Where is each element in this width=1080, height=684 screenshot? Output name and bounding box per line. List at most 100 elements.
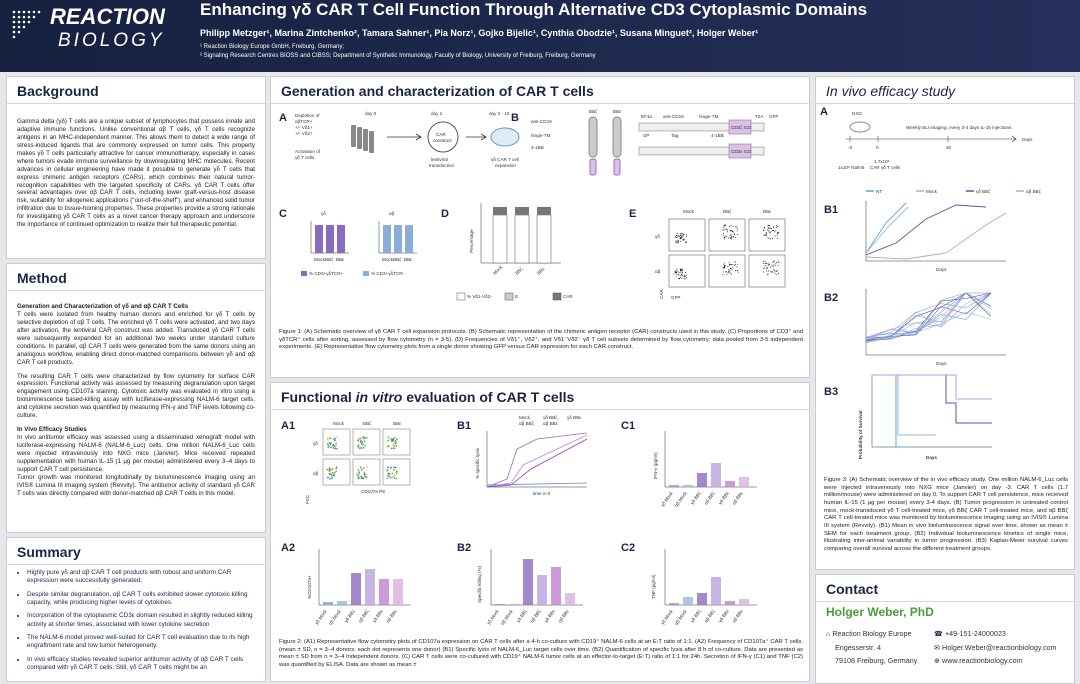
line-illustration xyxy=(865,204,987,256)
bar-illustration xyxy=(523,559,533,605)
figure-label: Activation of xyxy=(295,149,321,154)
logo-dot xyxy=(12,25,16,29)
email-text[interactable]: Holger.Weber@reactionbiology.com xyxy=(942,642,1057,652)
flow-dot xyxy=(358,472,361,474)
web-text[interactable]: www.reactionbiology.com xyxy=(942,656,1023,666)
flow-dot xyxy=(768,227,770,229)
logo-dot xyxy=(27,15,31,19)
flow-dot xyxy=(723,225,725,227)
flow-dot xyxy=(329,444,332,446)
caption: Figure 2: (A1) Representative flow cytom… xyxy=(279,639,803,669)
line-illustration xyxy=(486,438,588,488)
legend-swatch xyxy=(301,271,307,276)
flow-dot xyxy=(768,270,770,272)
flow-dot xyxy=(733,231,735,233)
flow-dot xyxy=(729,238,731,240)
flow-dot xyxy=(387,473,390,475)
flow-dot xyxy=(736,230,738,232)
flow-plot xyxy=(668,218,706,252)
flow-dot xyxy=(773,260,775,262)
flow-dot xyxy=(767,237,769,239)
flow-dot xyxy=(725,271,727,273)
flow-plot xyxy=(668,254,706,288)
in-vivo-section: In vivo efficacy study NXG Weekly BLI ima… xyxy=(815,76,1075,570)
figure-label: Weekly BLI imaging, every 3-4 days IL-15… xyxy=(906,125,1012,130)
flow-dot xyxy=(726,229,728,231)
tube-icon xyxy=(369,131,374,153)
flow-dot xyxy=(393,445,396,447)
flow-dot xyxy=(777,231,779,233)
flow-dot xyxy=(731,237,733,239)
stack-illustration xyxy=(537,207,551,215)
figure-label: Days xyxy=(936,361,947,366)
construct-icd xyxy=(728,143,752,159)
paragraph: Tumor growth was monitored longitudinall… xyxy=(17,473,255,497)
flow-plot xyxy=(352,458,381,486)
flow-dot xyxy=(775,265,777,267)
figure-label: CD3ε ICD xyxy=(731,149,752,154)
flow-dot xyxy=(389,476,392,479)
panel-letter: B3 xyxy=(824,386,838,398)
line-illustration xyxy=(865,212,1007,260)
figure-label: -3 xyxy=(848,145,853,150)
bar-illustration xyxy=(326,225,334,253)
flow-dot xyxy=(727,271,729,273)
flow-dot xyxy=(731,231,733,233)
figure-label: αβ xyxy=(389,211,395,216)
flow-dot xyxy=(769,238,771,240)
figure-label: αβ BBε xyxy=(385,609,398,624)
flow-dot xyxy=(364,475,366,478)
figure-label: CAR γδ T cells xyxy=(870,165,901,170)
figure-label: γδ BBε xyxy=(372,609,384,624)
flow-dot xyxy=(363,438,366,440)
stack-illustration xyxy=(493,207,507,215)
flow-dot xyxy=(776,225,778,227)
figure-label: αβ Mock xyxy=(674,490,689,508)
flow-dot xyxy=(676,234,678,236)
heading-part: in vitro xyxy=(355,389,403,405)
panel-letter: B xyxy=(511,112,519,124)
receptor-icd xyxy=(613,158,621,176)
city: 79108 Freiburg, Germany xyxy=(835,656,918,666)
flow-dot xyxy=(684,278,686,280)
flow-dot xyxy=(335,444,337,447)
figure-2: A1 Mock BBζ BBε γδ αβ FSC CD107a PE B1 % specific… xyxy=(281,415,757,626)
caption: Figure 1: (A) Schematic overview of γδ C… xyxy=(279,329,803,351)
flow-dot xyxy=(677,236,679,238)
figure-label: 4-1BB xyxy=(711,133,724,138)
axis xyxy=(865,289,1006,356)
flow-dot xyxy=(730,225,732,227)
background-section: Background Gamma delta (γδ) T cells are … xyxy=(6,76,266,259)
flow-dot xyxy=(763,227,765,229)
flow-dot xyxy=(682,272,684,274)
flow-dot xyxy=(766,233,768,235)
flow-dot xyxy=(725,270,727,272)
stack-illustration xyxy=(536,214,552,264)
bar-illustration xyxy=(323,602,333,605)
figure-label: Days xyxy=(926,455,937,460)
flow-dot xyxy=(771,271,773,273)
heading: Background xyxy=(7,77,265,104)
heading: In vivo efficacy study xyxy=(816,77,1074,104)
flow-dot xyxy=(775,261,777,263)
flow-dot xyxy=(769,225,771,227)
figure-label: BBζ xyxy=(514,266,524,276)
flow-dot xyxy=(675,269,677,271)
flow-dot xyxy=(736,266,738,268)
line-illustration xyxy=(865,202,907,254)
figure-label: 1x10⁶ Nalm6 xyxy=(838,165,865,170)
flow-dot xyxy=(363,473,366,476)
figure-label: transduction xyxy=(429,163,454,168)
flow-dot xyxy=(731,236,733,238)
figure-label: αβ Mock xyxy=(500,608,515,626)
email[interactable]: ✉ Holger.Weber@reactionbiology.com xyxy=(934,642,1057,652)
flow-dot xyxy=(332,472,335,475)
flow-dot xyxy=(684,276,686,278)
flow-dot xyxy=(357,444,359,447)
flow-dot xyxy=(730,273,732,275)
generation-section: Generation and characterization of CAR T… xyxy=(270,76,810,378)
web[interactable]: ⊕ www.reactionbiology.com xyxy=(934,656,1023,666)
construct-bar xyxy=(638,146,765,156)
figure-label: γδ BBζ xyxy=(516,609,529,624)
logo-dot xyxy=(12,30,16,34)
